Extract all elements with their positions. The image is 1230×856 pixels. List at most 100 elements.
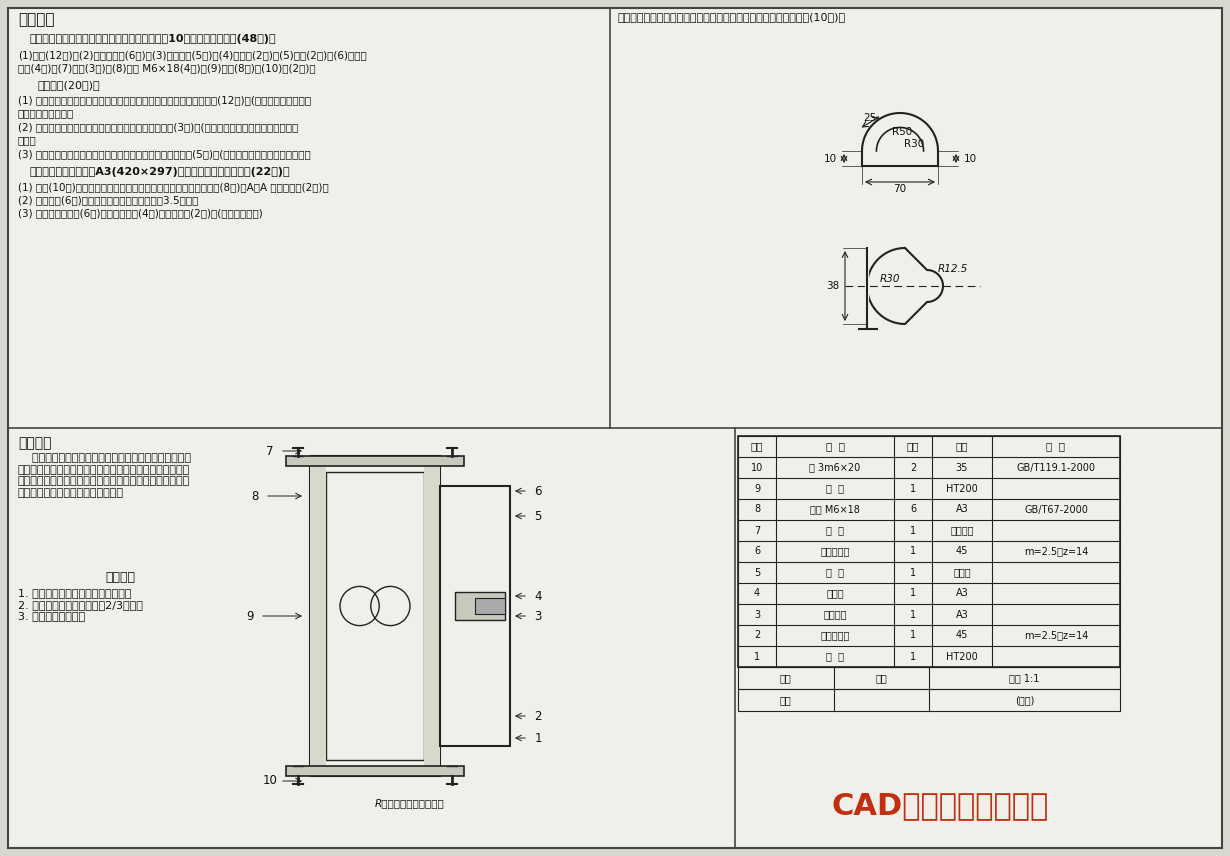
Text: 1: 1 [754, 651, 760, 662]
Text: 机械: 机械 [876, 673, 887, 683]
Text: GB/T119.1-2000: GB/T119.1-2000 [1016, 462, 1096, 473]
Text: (单位): (单位) [1015, 695, 1034, 705]
Text: 9: 9 [754, 484, 760, 494]
Bar [738, 436, 1121, 667]
Text: 齿轮油泵是机器中输送润滑油的部件，泵体内装有一对
咬合的圆柱直齿轮。当主动轮带动从动轮转动时，在齿轮的
进油口一端形成真空，润滑油被吸入进油口，充满齿间。随
着: 齿轮油泵是机器中输送润滑油的部件，泵体内装有一对 咬合的圆柱直齿轮。当主动轮带动… [18, 453, 191, 498]
Text: (3) 公差与技术要求(6分)：其中粗糙度(4分)；技术要求(2分)。(形位公差不注): (3) 公差与技术要求(6分)：其中粗糙度(4分)；技术要求(2分)。(形位公差… [18, 208, 263, 218]
Text: (2) 生成装配体爆炸图，拆卸顺序要与装配顺序相匹配(3分)。(用考生姓名加装配爆炸图作文件名: (2) 生成装配体爆炸图，拆卸顺序要与装配顺序相匹配(3分)。(用考生姓名加装配… [18, 122, 298, 132]
Text: HT200: HT200 [946, 651, 978, 662]
Bar [287, 456, 464, 466]
Bar [424, 456, 440, 776]
Text: 1: 1 [534, 732, 541, 745]
Text: 2: 2 [534, 710, 541, 722]
Bar [310, 456, 326, 776]
Text: 70: 70 [893, 184, 907, 194]
Text: 轮轴(4分)；(7)垫片(3分)；(8)螺钉 M6×18(4分)；(9)泵盖(8分)；(10)销(2分)。: 轮轴(4分)；(7)垫片(3分)；(8)螺钉 M6×18(4分)；(9)泵盖(8… [18, 63, 316, 73]
Text: 7: 7 [266, 444, 274, 457]
Bar [475, 598, 506, 614]
Text: 压紧螺母: 压紧螺母 [823, 609, 846, 620]
Text: 4: 4 [754, 589, 760, 598]
Text: 一、按照齿轮油泵各零件图中所注尺寸生成以下10个零件的实体模型(48分)：: 一、按照齿轮油泵各零件图中所注尺寸生成以下10个零件的实体模型(48分)： [30, 34, 277, 44]
Bar [287, 766, 464, 776]
Text: 3: 3 [754, 609, 760, 620]
Text: 存盘）: 存盘） [18, 135, 37, 145]
Text: 序号: 序号 [750, 442, 764, 451]
Text: 1: 1 [910, 526, 916, 536]
Text: A3: A3 [956, 589, 968, 598]
Text: 四、根据下面所给曲面的正投影图及尺寸，制作该曲面的三维模型(10分)。: 四、根据下面所给曲面的正投影图及尺寸，制作该曲面的三维模型(10分)。 [617, 12, 846, 22]
Text: 审核: 审核 [780, 695, 792, 705]
Text: 技术要求: 技术要求 [105, 571, 135, 584]
Text: 制图: 制图 [780, 673, 792, 683]
Text: 10: 10 [963, 153, 977, 163]
Text: 1: 1 [910, 651, 916, 662]
Text: R30: R30 [879, 274, 900, 284]
Bar [310, 456, 440, 776]
Text: 主动齿轮轴: 主动齿轮轴 [820, 631, 850, 640]
Text: 45: 45 [956, 631, 968, 640]
Text: R30: R30 [904, 140, 924, 149]
Text: 5: 5 [534, 509, 541, 522]
Text: 名  称: 名 称 [825, 442, 845, 451]
Text: 工业用纸: 工业用纸 [951, 526, 974, 536]
Text: 数量: 数量 [907, 442, 919, 451]
Bar [440, 486, 510, 746]
Text: R型齿轮油泵装配示意图: R型齿轮油泵装配示意图 [375, 798, 445, 808]
Text: (3) 渲染装配体模型，根据零件的材料将零件添加材质和颜色(5分)。(渲染结果以图片文件格式存盘）: (3) 渲染装配体模型，根据零件的材料将零件添加材质和颜色(5分)。(渲染结果以… [18, 149, 311, 159]
Text: 38: 38 [825, 281, 839, 291]
Text: 8: 8 [251, 490, 258, 502]
Text: 三、根据泵体实体，在A3(420×297)图纸上生成其二维工程图(22分)：: 三、根据泵体实体，在A3(420×297)图纸上生成其二维工程图(22分)： [30, 167, 290, 177]
Text: 名称作文件名存盘）: 名称作文件名存盘） [18, 108, 74, 118]
Text: 10: 10 [823, 153, 836, 163]
Text: (1) 按照齿轮油泵的装配示意图，将制作的零件装配成齿轮油泵装配体(12分)。(用考生姓名加装配体: (1) 按照齿轮油泵的装配示意图，将制作的零件装配成齿轮油泵装配体(12分)。(… [18, 95, 311, 105]
Text: 5: 5 [754, 568, 760, 578]
Text: 工作原理: 工作原理 [18, 436, 52, 450]
Text: (1) 视图(10分)：生成与所给出泵体相同的工程图，其中主、左视图(8分)，A－A 局部剖视图(2分)。: (1) 视图(10分)：生成与所给出泵体相同的工程图，其中主、左视图(8分)，A… [18, 182, 328, 192]
Text: A3: A3 [956, 609, 968, 620]
Text: 销 3m6×20: 销 3m6×20 [809, 462, 861, 473]
Text: 比例 1:1: 比例 1:1 [1010, 673, 1039, 683]
Text: 试题要求: 试题要求 [18, 12, 54, 27]
Text: R12.5: R12.5 [938, 264, 968, 274]
Text: A3: A3 [956, 504, 968, 514]
Text: 1: 1 [910, 589, 916, 598]
Text: 25: 25 [863, 113, 876, 123]
Text: 45: 45 [956, 546, 968, 556]
Text: 材料: 材料 [956, 442, 968, 451]
Text: 10: 10 [262, 775, 278, 788]
Text: 1: 1 [910, 568, 916, 578]
Text: 填  料: 填 料 [827, 568, 844, 578]
Text: 从动齿轮轴: 从动齿轮轴 [820, 546, 850, 556]
Text: R50: R50 [892, 128, 913, 138]
Text: 35: 35 [956, 462, 968, 473]
Text: 聚乙烯: 聚乙烯 [953, 568, 970, 578]
Text: 3: 3 [534, 609, 541, 622]
Text: m=2.5，z=14: m=2.5，z=14 [1023, 631, 1089, 640]
Text: 螺钉 M6×18: 螺钉 M6×18 [811, 504, 860, 514]
Text: CAD机械三维模型设计: CAD机械三维模型设计 [831, 792, 1049, 821]
Text: 压紧套: 压紧套 [827, 589, 844, 598]
Text: 6: 6 [910, 504, 916, 514]
Text: GB/T67-2000: GB/T67-2000 [1025, 504, 1089, 514]
Bar [738, 667, 1121, 689]
Text: (2) 尺寸标注(6分)：标注全部尺寸；尺寸数字为3.5号字。: (2) 尺寸标注(6分)：标注全部尺寸；尺寸数字为3.5号字。 [18, 195, 198, 205]
Text: HT200: HT200 [946, 484, 978, 494]
Text: (1)泵体(12分)；(2)主动齿轮轴(6分)；(3)压紧螺母(5分)；(4)压紧套(2分)；(5)填料(2分)；(6)从动齿: (1)泵体(12分)；(2)主动齿轮轴(6分)；(3)压紧螺母(5分)；(4)压… [18, 50, 367, 60]
Text: 1: 1 [910, 631, 916, 640]
Text: 泵  体: 泵 体 [827, 651, 844, 662]
Text: 1: 1 [910, 609, 916, 620]
Text: 1: 1 [910, 546, 916, 556]
Text: 1. 装配后，用手转动主动轮应灵活。
2. 两齿轮啮合面应占齿长的2/3以上。
3. 不得有渗漏现象。: 1. 装配后，用手转动主动轮应灵活。 2. 两齿轮啮合面应占齿长的2/3以上。 … [18, 588, 143, 621]
Text: 4: 4 [534, 590, 541, 603]
Text: 10: 10 [750, 462, 763, 473]
Text: 9: 9 [246, 609, 253, 622]
Text: 2: 2 [910, 462, 916, 473]
Text: 6: 6 [534, 484, 541, 497]
Text: 7: 7 [754, 526, 760, 536]
Text: m=2.5，z=14: m=2.5，z=14 [1023, 546, 1089, 556]
Text: 泵  盖: 泵 盖 [827, 484, 844, 494]
Text: 垫  片: 垫 片 [827, 526, 844, 536]
Text: 备  注: 备 注 [1047, 442, 1065, 451]
Bar [326, 472, 424, 760]
Text: 6: 6 [754, 546, 760, 556]
